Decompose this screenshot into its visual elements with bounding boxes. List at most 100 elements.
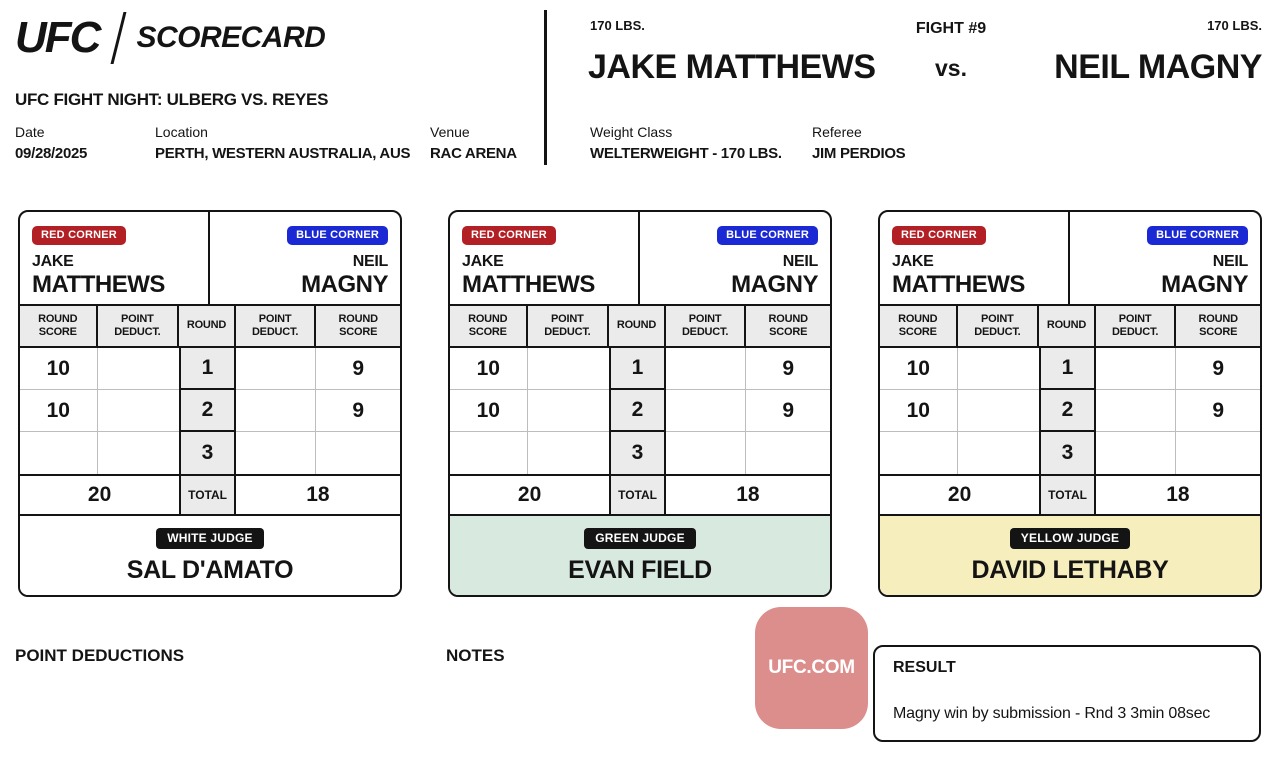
col-header-point-deduct-blue: POINT DEDUCT. <box>1095 306 1177 348</box>
round-1-row: 10 1 9 <box>450 348 830 390</box>
score-table-header: ROUND SCORE POINT DEDUCT. ROUND POINT DE… <box>20 306 400 348</box>
blue-point-deduct <box>665 348 747 390</box>
red-point-deduct <box>97 390 180 432</box>
blue-point-deduct <box>235 390 317 432</box>
red-point-deduct <box>958 432 1040 474</box>
red-corner-panel: RED CORNER JAKE MATTHEWS <box>450 212 640 304</box>
red-round-score: 10 <box>880 390 958 432</box>
col-header-point-deduct-blue: POINT DEDUCT. <box>665 306 747 348</box>
blue-point-deduct <box>666 432 747 474</box>
red-total-score: 20 <box>87 483 112 506</box>
logo-slash-divider <box>110 12 127 64</box>
col-header-round: ROUND <box>609 306 666 348</box>
judge-color-badge: YELLOW JUDGE <box>1009 528 1131 549</box>
total-row: 20 TOTAL 18 <box>880 474 1260 514</box>
blue-fighter-name: NEIL MAGNY <box>1054 48 1262 86</box>
round-3-row: 3 <box>20 432 400 474</box>
fighter-name-row: RED CORNER JAKE MATTHEWS BLUE CORNER NEI… <box>450 212 830 306</box>
red-total-score: 20 <box>517 483 542 506</box>
red-point-deduct <box>98 432 180 474</box>
total-label: TOTAL <box>609 476 666 514</box>
judge-color-badge: GREEN JUDGE <box>584 528 696 549</box>
col-header-round-score-blue: ROUND SCORE <box>1176 306 1260 348</box>
round-number: 2 <box>179 390 236 432</box>
blue-corner-badge: BLUE CORNER <box>717 226 818 245</box>
blue-point-deduct <box>236 432 317 474</box>
event-title: UFC FIGHT NIGHT: ULBERG VS. REYES <box>15 90 329 109</box>
red-fighter-first-name: JAKE <box>892 253 934 270</box>
blue-fighter-first-name: NEIL <box>352 253 389 270</box>
location-label: Location <box>155 124 208 140</box>
round-1-row: 10 1 9 <box>880 348 1260 390</box>
judge-name: EVAN FIELD <box>568 556 712 584</box>
col-header-round-score-red: ROUND SCORE <box>880 306 958 348</box>
red-corner-badge: RED CORNER <box>32 226 126 245</box>
fighter-name-row: RED CORNER JAKE MATTHEWS BLUE CORNER NEI… <box>880 212 1260 306</box>
red-point-deduct <box>527 390 610 432</box>
blue-fighter-weight: 170 LBS. <box>1207 18 1262 33</box>
weight-class-value: WELTERWEIGHT - 170 LBS. <box>590 145 782 162</box>
red-fighter-first-name: JAKE <box>462 253 504 270</box>
weight-class-label: Weight Class <box>590 124 673 140</box>
red-fighter-name: JAKE MATTHEWS <box>588 48 876 86</box>
red-point-deduct <box>528 432 610 474</box>
result-text: Magny win by submission - Rnd 3 3min 08s… <box>893 705 1211 722</box>
ufc-scorecard-logo: UFC SCORECARD <box>15 12 326 64</box>
location-value: PERTH, WESTERN AUSTRALIA, AUS <box>155 145 411 162</box>
round-number: 3 <box>179 432 236 474</box>
col-header-point-deduct-red: POINT DEDUCT. <box>957 306 1040 348</box>
red-point-deduct <box>527 348 610 390</box>
scorecard-yellow-judge: RED CORNER JAKE MATTHEWS BLUE CORNER NEI… <box>878 210 1262 597</box>
red-fighter-last-name: MATTHEWS <box>892 271 1025 298</box>
fight-number: FIGHT #9 <box>915 20 987 37</box>
score-table-header: ROUND SCORE POINT DEDUCT. ROUND POINT DE… <box>450 306 830 348</box>
blue-point-deduct <box>1095 390 1177 432</box>
col-header-round: ROUND <box>179 306 236 348</box>
col-header-round-score-red: ROUND SCORE <box>20 306 98 348</box>
blue-round-score <box>316 432 400 474</box>
col-header-point-deduct-red: POINT DEDUCT. <box>97 306 180 348</box>
total-row: 20 TOTAL 18 <box>20 474 400 514</box>
blue-corner-panel: BLUE CORNER NEIL MAGNY <box>1070 212 1260 304</box>
red-point-deduct <box>97 348 180 390</box>
red-corner-panel: RED CORNER JAKE MATTHEWS <box>880 212 1070 304</box>
referee-label: Referee <box>812 124 862 140</box>
judge-color-badge: WHITE JUDGE <box>156 528 264 549</box>
point-deductions-label: POINT DEDUCTIONS <box>15 646 185 665</box>
blue-total-score: 18 <box>306 483 330 506</box>
red-point-deduct <box>957 348 1040 390</box>
col-header-round-score-blue: ROUND SCORE <box>746 306 830 348</box>
result-label: RESULT <box>893 659 956 676</box>
judge-section: YELLOW JUDGE DAVID LETHABY <box>880 514 1260 595</box>
round-number: 1 <box>1039 348 1096 390</box>
blue-round-score: 9 <box>1176 348 1260 390</box>
ufc-com-badge: UFC.COM <box>755 607 868 729</box>
blue-round-score: 9 <box>1176 390 1260 432</box>
result-box: RESULT Magny win by submission - Rnd 3 3… <box>873 645 1261 742</box>
blue-corner-panel: BLUE CORNER NEIL MAGNY <box>210 212 400 304</box>
blue-point-deduct <box>665 390 747 432</box>
red-fighter-last-name: MATTHEWS <box>32 271 165 298</box>
red-round-score <box>450 432 528 474</box>
judge-section: GREEN JUDGE EVAN FIELD <box>450 514 830 595</box>
blue-round-score <box>1176 432 1260 474</box>
red-fighter-first-name: JAKE <box>32 253 74 270</box>
total-label: TOTAL <box>179 476 236 514</box>
red-round-score: 10 <box>450 348 528 390</box>
red-round-score: 10 <box>20 390 98 432</box>
round-3-row: 3 <box>880 432 1260 474</box>
judge-name: SAL D'AMATO <box>126 556 294 584</box>
round-number: 3 <box>609 432 666 474</box>
blue-fighter-first-name: NEIL <box>782 253 819 270</box>
blue-corner-badge: BLUE CORNER <box>287 226 388 245</box>
score-table-header: ROUND SCORE POINT DEDUCT. ROUND POINT DE… <box>880 306 1260 348</box>
red-round-score: 10 <box>880 348 958 390</box>
header-vertical-divider <box>544 10 547 165</box>
ufc-logo: UFC <box>15 13 101 62</box>
date-label: Date <box>15 124 45 140</box>
blue-point-deduct <box>235 348 317 390</box>
red-corner-badge: RED CORNER <box>892 226 986 245</box>
blue-corner-badge: BLUE CORNER <box>1147 226 1248 245</box>
red-fighter-weight: 170 LBS. <box>590 18 645 33</box>
